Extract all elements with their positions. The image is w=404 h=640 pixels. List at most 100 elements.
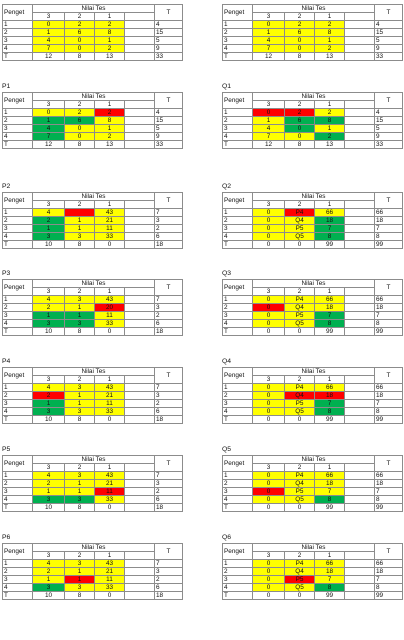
header-score-c3: 3 <box>32 12 65 21</box>
table-row: 1 4 3 43 7 <box>2 295 183 304</box>
value-cell: 1 <box>64 399 95 408</box>
row-total: 3 <box>154 567 183 576</box>
table-row: 4 3 3 33 6 <box>2 407 183 416</box>
value-cell: 7 <box>252 44 285 53</box>
contingency-table: Penget Nilai Tes T 3 2 1 1 0 2 2 4 2 1 6 8 15 3 4 0 1 5 4 7 0 2 9… <box>2 92 183 149</box>
value-cell: 7 <box>314 311 345 320</box>
row-label: 3 <box>2 575 33 584</box>
table-label: P6 <box>2 534 11 541</box>
header-score-c3: 3 <box>32 100 65 109</box>
header-score-c3: 3 <box>32 200 65 209</box>
gap-cell <box>344 303 375 312</box>
value-cell: P5 <box>284 399 315 408</box>
row-label: 3 <box>222 399 253 408</box>
table-row: 1 0 P4 66 66 <box>222 208 403 217</box>
value-cell: 8 <box>314 28 345 37</box>
header-spacer <box>124 100 155 109</box>
gap-cell <box>124 224 155 233</box>
table-row: 1 4 3 43 7 <box>2 471 183 480</box>
value-cell: 0 <box>252 20 285 29</box>
header-score-c2: 2 <box>64 551 95 560</box>
header-spacer <box>344 375 375 384</box>
value-cell: 0 <box>64 132 95 141</box>
gap-cell <box>344 591 375 600</box>
grand-total: 18 <box>154 240 183 249</box>
value-cell: 1 <box>64 567 95 576</box>
gap-cell <box>124 303 155 312</box>
value-cell: 0 <box>284 44 315 53</box>
table-row: 3 1 1 11 2 <box>2 311 183 320</box>
header-nilai-tes: Nilai Tes <box>32 192 155 201</box>
value-cell: 11 <box>94 224 125 233</box>
header-score-c3: 3 <box>252 100 285 109</box>
table-row: 1 4 3 43 7 <box>2 383 183 392</box>
row-total: 7 <box>154 383 183 392</box>
total-row: T 0 0 99 99 <box>222 591 403 600</box>
contingency-table: Penget Nilai Tes T 3 2 1 1 0 2 2 4 2 1 6 8 15 3 4 0 1 5 4 7 0 2 9… <box>2 4 183 61</box>
table-row: 2 0 Q4 18 18 <box>222 479 403 488</box>
grand-total: 33 <box>374 140 403 149</box>
row-total: 15 <box>374 116 403 125</box>
value-cell: 0 <box>32 108 65 117</box>
row-label: 4 <box>2 319 33 328</box>
table-row: 2 2 1 21 3 <box>2 216 183 225</box>
header-score-c1: 1 <box>314 463 345 472</box>
column-total: 0 <box>252 327 285 336</box>
value-cell: 2 <box>314 20 345 29</box>
value-cell: 66 <box>314 295 345 304</box>
column-total: 13 <box>314 140 345 149</box>
value-cell: 11 <box>94 487 125 496</box>
table-label: Q6 <box>222 534 232 541</box>
table-label: Q1 <box>222 83 232 90</box>
value-cell: 2 <box>32 216 65 225</box>
header-score-c1: 1 <box>94 100 125 109</box>
contingency-table: Penget Nilai Tes T 3 2 1 1 0 P4 66 66 2 0 Q4 18 18 3 0 P5 7… <box>222 367 403 424</box>
value-cell: 1 <box>94 36 125 45</box>
column-total: 0 <box>94 591 125 600</box>
value-cell: 7 <box>32 44 65 53</box>
value-cell: 2 <box>284 108 315 117</box>
value-cell: 4 <box>32 295 65 304</box>
value-cell: 7 <box>314 224 345 233</box>
row-total: 6 <box>154 407 183 416</box>
value-cell: 1 <box>64 487 95 496</box>
column-total: 10 <box>32 240 65 249</box>
header-penget: Penget <box>222 4 253 21</box>
table-row: 3 0 P5 7 7 <box>222 487 403 496</box>
row-label: 4 <box>222 44 253 53</box>
total-row: T 12 8 13 33 <box>2 140 183 149</box>
value-cell: 43 <box>94 208 125 217</box>
header-score-c3: 3 <box>252 200 285 209</box>
header-t: T <box>154 192 183 209</box>
row-label: 3 <box>222 224 253 233</box>
value-cell: 4 <box>32 208 65 217</box>
value-cell: 1 <box>64 224 95 233</box>
value-cell: 18 <box>314 567 345 576</box>
header-score-c2: 2 <box>284 200 315 209</box>
value-cell: Q4 <box>284 391 315 400</box>
row-label: 2 <box>222 479 253 488</box>
header-row: Penget Nilai Tes T <box>222 543 403 560</box>
value-cell: 2 <box>314 44 345 53</box>
row-label: 3 <box>2 224 33 233</box>
gap-cell <box>124 583 155 592</box>
row-total: 4 <box>374 108 403 117</box>
header-penget: Penget <box>222 543 253 560</box>
value-cell: 0 <box>252 232 285 241</box>
value-cell: 2 <box>64 108 95 117</box>
column-total: 12 <box>32 140 65 149</box>
header-row: Penget Nilai Tes T <box>222 192 403 209</box>
row-total: 7 <box>374 487 403 496</box>
column-total: 99 <box>314 240 345 249</box>
header-row: Penget Nilai Tes T <box>2 4 183 21</box>
value-cell: 4 <box>32 36 65 45</box>
header-penget: Penget <box>2 279 33 296</box>
row-total: 3 <box>154 479 183 488</box>
